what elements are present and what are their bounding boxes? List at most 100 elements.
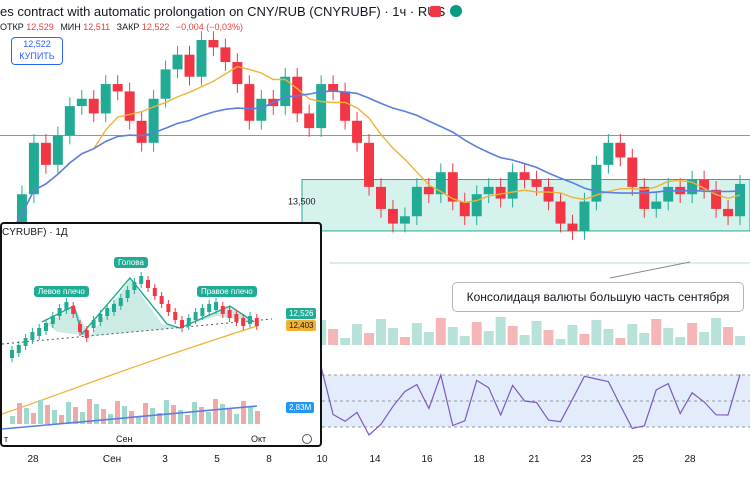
candle	[423, 186, 434, 195]
x-tick-label: 10	[316, 454, 328, 465]
candle	[615, 142, 626, 158]
inset-volume-bar	[45, 405, 50, 424]
volume-bar	[723, 327, 734, 345]
inset-price-last: 12,526	[286, 308, 317, 319]
volume-bar	[435, 318, 446, 345]
neckline	[2, 318, 273, 345]
volume-bar	[675, 337, 686, 345]
candle	[100, 84, 111, 114]
volume-bar	[735, 336, 745, 345]
inset-volume-bar	[87, 399, 92, 424]
inset-volume-bar	[234, 414, 239, 424]
y-tick-label: 13,500	[288, 197, 316, 207]
candle	[435, 172, 446, 195]
x-tick-label: 18	[473, 454, 485, 465]
inset-volume-bar	[115, 401, 120, 424]
candle	[447, 172, 458, 202]
candle	[316, 84, 327, 129]
volume-bar	[663, 328, 674, 345]
market-status-icon	[450, 5, 462, 17]
inset-volume-bar	[220, 404, 225, 424]
volume-bar	[423, 332, 434, 345]
inset-volume-bar	[206, 412, 211, 424]
volume-bar	[352, 324, 363, 345]
inset-volume-bar	[178, 410, 183, 424]
volume-bar	[399, 337, 410, 345]
inset-chart: CYRUBF) · 1Д Левое плечо Голова Правое п…	[0, 222, 322, 447]
volume-bar	[639, 333, 650, 345]
volume-bar	[507, 326, 518, 345]
candle	[735, 183, 745, 217]
inset-volume-bar	[59, 415, 64, 424]
volume-bar	[555, 339, 566, 345]
candle	[531, 179, 542, 187]
inset-title: CYRUBF) · 1Д	[2, 227, 68, 238]
settings-icon[interactable]	[302, 434, 312, 444]
inset-volume-bar	[31, 413, 36, 424]
candle	[507, 172, 518, 199]
candle	[352, 120, 363, 143]
volume-bar	[591, 320, 602, 345]
candle	[483, 186, 494, 195]
symbol-title: es contract with automatic prolongation …	[0, 4, 446, 19]
candle	[256, 98, 267, 121]
inset-volume-bar	[213, 399, 218, 424]
inset-plot	[2, 272, 273, 430]
inset-volume-bar	[38, 400, 43, 424]
candle	[471, 194, 482, 217]
buy-label: КУПИТЬ	[19, 51, 55, 61]
candle	[76, 98, 87, 107]
annotation-pointer	[609, 261, 691, 279]
candle	[280, 76, 291, 107]
volume-bar	[603, 329, 614, 345]
candle	[687, 179, 698, 195]
candle	[196, 40, 207, 77]
inset-tick-2: Сен	[116, 434, 133, 444]
candle	[663, 186, 674, 202]
candle	[28, 142, 39, 195]
candle	[711, 189, 722, 209]
candle	[208, 40, 219, 48]
candle	[567, 223, 578, 231]
x-tick-label: 28	[27, 454, 39, 465]
buy-price: 12,522	[23, 39, 51, 49]
close-icon[interactable]	[430, 6, 441, 17]
volume-bar	[627, 324, 638, 345]
volume-bar	[459, 336, 470, 345]
volume-bar	[699, 332, 710, 345]
x-tick-label: Сен	[103, 454, 121, 465]
candle	[112, 84, 123, 92]
inset-volume-bar	[10, 416, 15, 424]
inset-volume-bar	[17, 403, 22, 424]
inset-volume-bar	[73, 407, 78, 424]
candle	[495, 186, 506, 199]
inset-tick-3: Окт	[251, 434, 267, 444]
candle	[364, 142, 374, 187]
volume-bar	[411, 323, 422, 345]
inset-volume-bar	[80, 412, 85, 424]
candle	[160, 69, 171, 99]
buy-button[interactable]: 12,522 КУПИТЬ	[11, 37, 63, 65]
candle	[244, 84, 255, 121]
candle	[376, 186, 386, 209]
inset-volume-bar	[171, 405, 176, 424]
candle	[627, 157, 638, 187]
inset-volume-bar	[136, 416, 141, 424]
candle	[220, 47, 231, 63]
x-tick-label: 5	[214, 454, 220, 465]
candle	[172, 54, 183, 70]
volume-bar	[543, 330, 554, 345]
candle	[340, 91, 351, 121]
pattern-fill	[47, 279, 257, 336]
inset-volume-bar	[101, 409, 106, 424]
candle	[519, 172, 530, 180]
volume-bar	[531, 321, 542, 345]
candle	[328, 84, 339, 92]
ma-slow-line	[9, 90, 741, 235]
volume-bar	[340, 338, 351, 345]
candle	[651, 201, 662, 209]
x-tick-label: 21	[528, 454, 540, 465]
candle	[411, 186, 422, 217]
inset-price-ma: 12,403	[286, 320, 317, 331]
candle	[124, 91, 135, 121]
